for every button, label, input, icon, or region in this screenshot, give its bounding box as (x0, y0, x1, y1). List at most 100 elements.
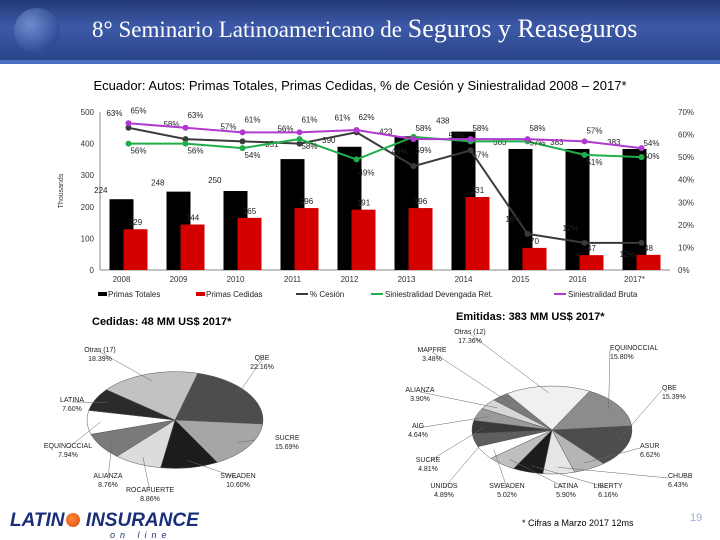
pie-label: QBE 22.16% (250, 355, 274, 371)
line-marker (296, 136, 303, 143)
leader-line (99, 351, 152, 382)
data-label-line: 49% (358, 168, 374, 177)
data-label-primas-cedidas: 48 (644, 244, 653, 253)
pie-label: Otras (17) 18.39% (84, 347, 116, 363)
bar-primas-cedidas (180, 224, 205, 270)
data-label-line: 57% (220, 122, 236, 131)
y-tick-label: 400 (81, 140, 95, 149)
pie-slice (174, 419, 263, 463)
pie-label: SUCRE 15.69% (275, 435, 300, 451)
pie-label: EQUINOCCIAL 7.94% (44, 443, 92, 459)
data-label-primas-cedidas: 196 (300, 197, 314, 206)
line-marker (239, 145, 246, 152)
line-marker (524, 230, 531, 237)
data-label-primas-totales: 248 (151, 179, 165, 188)
leader-line (71, 401, 108, 403)
x-tick-label: 2014 (455, 275, 473, 284)
latino-insurance-logo: LATIN INSURANCE (10, 510, 199, 531)
globe-icon (14, 8, 60, 54)
y2-tick-label: 60% (678, 131, 694, 140)
data-label-line: 51% (586, 158, 602, 167)
line-marker (182, 136, 189, 143)
data-label-line: 58% (301, 142, 317, 151)
line-marker (353, 127, 360, 134)
leader-line (142, 457, 151, 493)
page-number: 19 (690, 512, 703, 524)
y2-tick-label: 20% (678, 221, 694, 230)
pie-slice (105, 371, 199, 421)
pie-label: LATINA 7.60% (60, 397, 84, 413)
bar-primas-cedidas (237, 217, 262, 270)
bar-primas-cedidas (294, 208, 319, 270)
leader-line (469, 333, 549, 393)
y-tick-label: 200 (81, 203, 95, 212)
data-label-primas-cedidas: 70 (530, 237, 539, 246)
banner-title-prefix: 8° Seminario Latinoamericano de (92, 17, 403, 42)
x-tick-label: 2016 (569, 275, 587, 284)
y-tick-label: 100 (81, 234, 95, 243)
pie-slice (506, 385, 591, 431)
y-tick-label: 300 (81, 171, 95, 180)
banner-title-strong: Seguros y Reaseguros (407, 14, 638, 43)
x-tick-label: 2017* (624, 275, 645, 284)
legend-label: Siniestralidad Devengada Ret. (385, 290, 493, 299)
footnote: * Cifras a Marzo 2017 12ms (522, 518, 634, 528)
data-label-line: 61% (301, 115, 317, 124)
data-label-line: 58% (529, 124, 545, 133)
bar-primas-cedidas (351, 209, 376, 270)
data-label-line: 58% (163, 120, 179, 129)
data-label-primas-cedidas: 191 (357, 199, 371, 208)
data-label-primas-totales: 224 (94, 186, 108, 195)
data-label-line: 63% (187, 111, 203, 120)
line-marker (182, 124, 189, 131)
data-label-line: 63% (106, 109, 122, 118)
line-marker (296, 129, 303, 136)
line-marker (581, 138, 588, 145)
line-marker (182, 140, 189, 147)
line-marker (638, 239, 645, 246)
line-marker (125, 124, 132, 131)
data-label-primas-cedidas: 231 (471, 186, 485, 195)
data-label-primas-totales: 383 (493, 138, 507, 147)
data-label-line: 58% (472, 124, 488, 133)
data-label-line: 56% (277, 125, 293, 134)
data-label-line: 12% (619, 250, 635, 259)
data-label-line: 56% (187, 147, 203, 156)
y2-tick-label: 40% (678, 176, 694, 185)
pie-label: CHUBB 6.43% (668, 473, 693, 489)
line-marker (125, 120, 132, 127)
leader-line (107, 442, 113, 479)
pie-label: ROCAFUERTE 8.86% (126, 487, 174, 503)
data-label-line: 62% (358, 113, 374, 122)
legend-label: Siniestralidad Bruta (568, 290, 638, 299)
data-label-primas-totales: 423 (379, 127, 393, 136)
x-tick-label: 2013 (398, 275, 416, 284)
pie-label: MAPFRE 3.48% (417, 347, 447, 363)
leader-line (419, 391, 498, 409)
leader-line (614, 389, 663, 445)
pie-label: ASUR 6.62% (640, 443, 660, 459)
line-marker (296, 140, 303, 147)
line-marker (410, 136, 417, 143)
leader-line (417, 416, 489, 429)
pie-label: SUCRE 4.81% (416, 457, 441, 473)
leader-line (584, 447, 641, 464)
line--cesi-n (128, 126, 642, 244)
data-label-primas-cedidas: 196 (414, 197, 428, 206)
line-marker (239, 129, 246, 136)
data-label-line: 57% (472, 150, 488, 159)
leader-line (608, 349, 611, 410)
data-label-line: 46% (391, 147, 407, 156)
data-label-line: 12% (562, 224, 578, 233)
pie-label: ALIANZA 8.76% (93, 473, 123, 489)
leader-line (237, 439, 256, 443)
pie-label: SWEADEN 5.02% (489, 483, 524, 499)
leader-line (557, 467, 669, 479)
data-label-primas-cedidas: 47 (587, 244, 596, 253)
data-label-line: 65% (130, 106, 146, 115)
line-marker (638, 145, 645, 152)
leader-line (235, 359, 263, 397)
x-tick-label: 2008 (113, 275, 131, 284)
y2-tick-label: 50% (678, 153, 694, 162)
leader-line (187, 460, 239, 479)
